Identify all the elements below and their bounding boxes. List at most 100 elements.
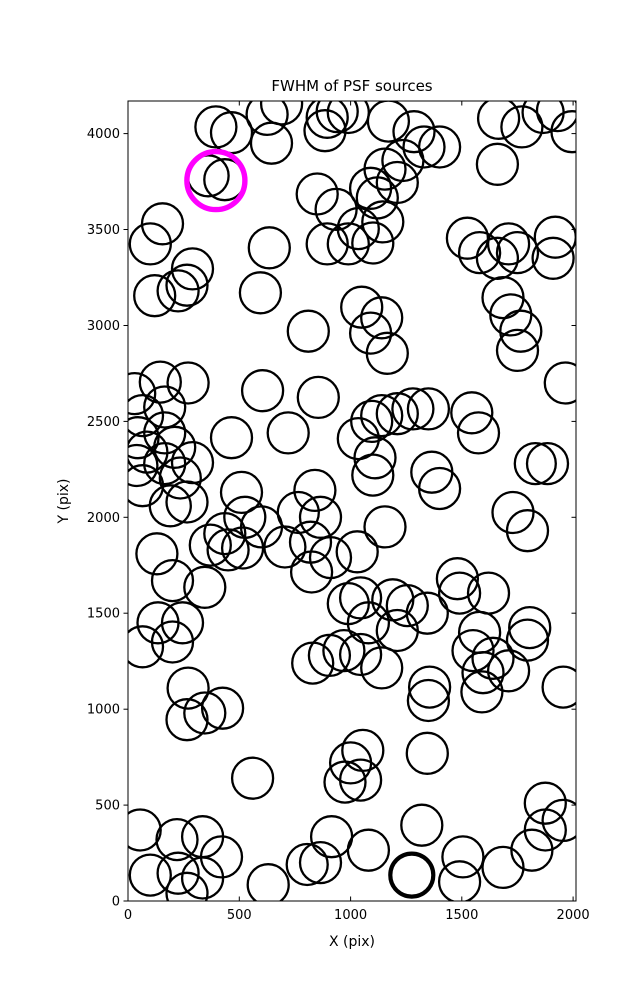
y-tick-label: 500 <box>95 799 120 814</box>
psf-source-marker <box>407 665 452 709</box>
psf-source-marker <box>450 391 494 435</box>
psf-source-marker <box>128 808 162 852</box>
bold-source-marker <box>388 851 436 899</box>
psf-source-marker <box>143 385 187 429</box>
psf-source-marker <box>457 230 502 275</box>
psf-source-marker <box>391 387 435 431</box>
psf-source-marker <box>531 236 575 280</box>
psf-source-marker <box>166 666 210 710</box>
psf-source-marker <box>445 216 490 260</box>
psf-source-marker <box>188 523 232 567</box>
psf-source-marker <box>525 441 570 486</box>
psf-source-marker <box>475 142 520 186</box>
psf-source-marker <box>245 101 289 137</box>
psf-source-marker <box>523 781 567 825</box>
psf-source-marker <box>165 698 209 742</box>
psf-source-marker <box>350 399 394 444</box>
psf-source-marker <box>351 453 395 497</box>
psf-source-marker <box>219 470 264 515</box>
psf-source-marker <box>203 511 247 556</box>
psf-source-marker <box>495 230 540 275</box>
psf-source-marker <box>348 166 393 210</box>
psf-source-marker <box>150 558 195 603</box>
psf-source-marker <box>266 411 310 455</box>
psf-source-marker <box>298 495 343 539</box>
psf-source-marker <box>360 296 404 340</box>
psf-source-marker <box>437 571 482 615</box>
psf-source-marker <box>128 853 172 897</box>
psf-source-marker <box>541 798 576 843</box>
psf-source-marker <box>341 728 385 773</box>
psf-source-marker <box>309 815 354 859</box>
psf-source-marker <box>505 618 550 662</box>
psf-source-marker <box>335 530 379 574</box>
psf-source-marker <box>285 842 329 887</box>
psf-source-marker <box>322 628 366 673</box>
x-tick-label: 0 <box>124 908 132 923</box>
y-tick-label: 2500 <box>87 415 120 430</box>
psf-source-marker <box>460 670 504 714</box>
psf-source-markers <box>128 101 576 901</box>
psf-source-marker <box>346 828 391 872</box>
psf-source-marker <box>140 202 185 246</box>
psf-source-marker <box>128 371 157 416</box>
psf-source-marker <box>259 101 304 126</box>
x-tick-label: 1500 <box>445 908 478 923</box>
psf-source-marker <box>296 375 340 420</box>
psf-source-marker <box>366 101 411 143</box>
psf-source-marker <box>461 651 505 695</box>
psf-source-marker <box>165 480 209 524</box>
psf-source-marker <box>156 851 200 895</box>
psf-source-marker <box>305 101 349 139</box>
y-tick-label: 2000 <box>87 511 120 526</box>
psf-source-marker <box>451 628 495 673</box>
highlighted-source-ring <box>184 148 248 213</box>
psf-source-marker <box>293 468 337 513</box>
y-tick-label: 4000 <box>87 127 120 142</box>
psf-source-marker <box>230 756 275 800</box>
psf-source-marker <box>541 665 576 709</box>
y-tick-label: 0 <box>112 895 120 910</box>
psf-source-marker <box>505 509 550 553</box>
psf-source-marker <box>543 361 576 405</box>
psf-source-marker <box>338 576 383 620</box>
psf-source-marker <box>441 835 485 879</box>
y-tick-label: 1500 <box>87 607 120 622</box>
psf-source-marker <box>158 456 202 500</box>
psf-source-marker <box>209 416 254 460</box>
psf-source-marker <box>471 636 515 680</box>
psf-source-marker <box>392 110 436 154</box>
psf-source-marker <box>200 686 245 730</box>
psf-source-marker <box>143 441 187 486</box>
psf-source-marker <box>406 387 451 431</box>
psf-source-marker <box>133 274 177 318</box>
psf-source-marker <box>510 828 554 872</box>
axis-ticks <box>123 101 576 902</box>
psf-source-marker <box>381 138 425 183</box>
psf-source-marker <box>138 360 182 404</box>
psf-source-marker <box>417 466 462 511</box>
psf-source-marker <box>466 571 511 615</box>
psf-source-marker <box>489 293 533 337</box>
psf-source-marker <box>456 411 501 455</box>
psf-source-marker <box>360 646 404 690</box>
psf-source-marker <box>314 187 358 232</box>
psf-source-marker <box>346 601 391 645</box>
psf-source-marker <box>495 328 540 373</box>
psf-source-marker <box>247 226 291 270</box>
chart-title: FWHM of PSF sources <box>271 77 432 95</box>
psf-source-marker <box>365 331 409 375</box>
psf-source-marker <box>128 625 165 669</box>
psf-source-marker <box>437 860 482 901</box>
psf-source-marker <box>481 845 525 890</box>
psf-source-marker <box>361 200 405 244</box>
psf-source-marker <box>550 110 576 154</box>
psf-source-marker <box>240 369 285 413</box>
psf-source-marker <box>508 605 552 650</box>
psf-source-marker <box>405 731 449 775</box>
x-tick-label: 500 <box>227 908 252 923</box>
psf-source-marker <box>165 263 209 307</box>
psf-source-marker <box>289 550 334 594</box>
x-tick-label: 2000 <box>557 908 590 923</box>
